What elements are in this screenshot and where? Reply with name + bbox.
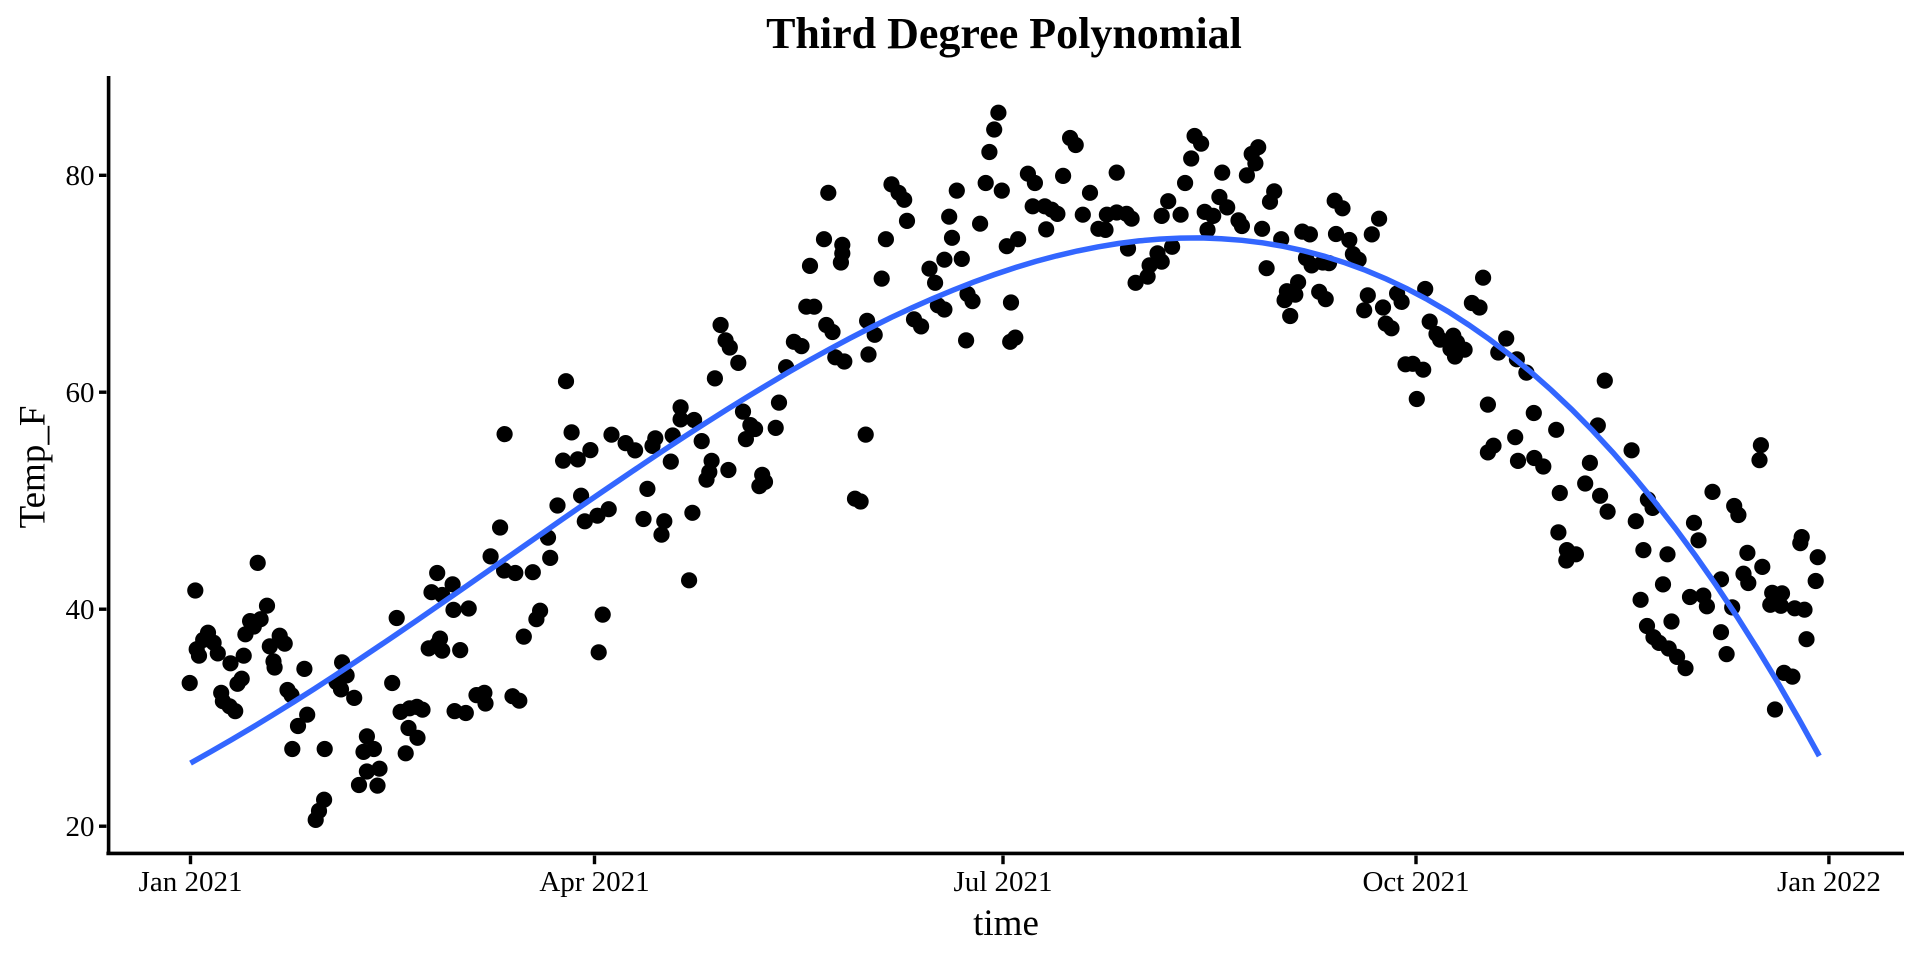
svg-text:20: 20 [66,811,95,843]
svg-text:Apr 2021: Apr 2021 [539,866,649,898]
svg-text:Jan 2022: Jan 2022 [1777,866,1881,898]
svg-text:60: 60 [66,377,95,409]
svg-text:Oct 2021: Oct 2021 [1362,866,1469,898]
svg-text:40: 40 [66,594,95,626]
svg-text:80: 80 [66,160,95,192]
svg-text:Jan 2021: Jan 2021 [139,866,243,898]
svg-text:time: time [973,903,1039,944]
svg-text:Third Degree Polynomial: Third Degree Polynomial [766,9,1242,58]
svg-text:Temp_F: Temp_F [13,406,54,529]
svg-text:Jul 2021: Jul 2021 [953,866,1052,898]
